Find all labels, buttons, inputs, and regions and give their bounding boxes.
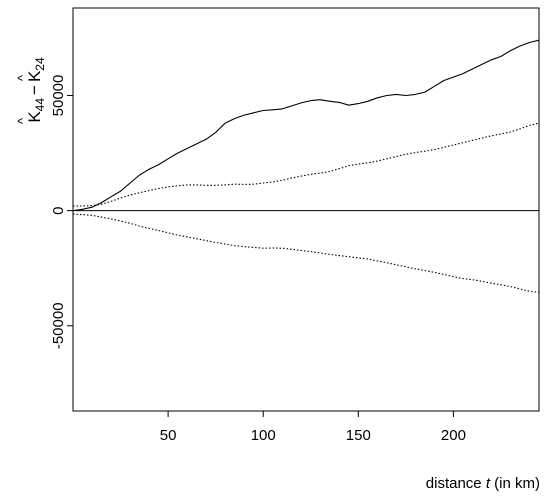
y-tick-label: 0 xyxy=(50,206,67,214)
x-tick-label: 50 xyxy=(160,427,177,444)
y-label-hat-2: ^ xyxy=(15,74,30,81)
y-tick-label: 50000 xyxy=(50,75,67,117)
y-label-minus: − xyxy=(25,85,44,95)
series-layer xyxy=(72,39,540,293)
series-line-upper-envelope xyxy=(73,122,540,207)
y-tick-label: -50000 xyxy=(50,302,67,349)
y-label-term1-sub: 44 xyxy=(33,98,47,112)
x-axis-label-part-1: distance xyxy=(426,475,486,492)
x-tick-label: 200 xyxy=(441,427,466,444)
x-tick-label: 150 xyxy=(346,427,371,444)
x-axis-label-variable: t xyxy=(486,475,491,492)
y-label-term1: K xyxy=(25,111,44,123)
y-axis-label-text: K44−K24 xyxy=(25,57,47,123)
y-label-term2: K xyxy=(25,70,44,82)
y-axis-label: K44−K24 ^ ^ xyxy=(15,57,47,124)
x-tick-label: 100 xyxy=(251,427,276,444)
series-line-observed xyxy=(72,39,540,212)
x-axis-label: distance t (in km) xyxy=(426,475,540,492)
y-label-term2-sub: 24 xyxy=(33,57,47,71)
series-line-lower-envelope xyxy=(72,213,540,293)
y-label-hat-1: ^ xyxy=(15,117,30,124)
x-axis-label-part-3: (in km) xyxy=(490,475,540,492)
plot-frame xyxy=(72,7,540,412)
axes-layer: 50 100 150 200 -50000 0 50000 xyxy=(50,75,539,444)
